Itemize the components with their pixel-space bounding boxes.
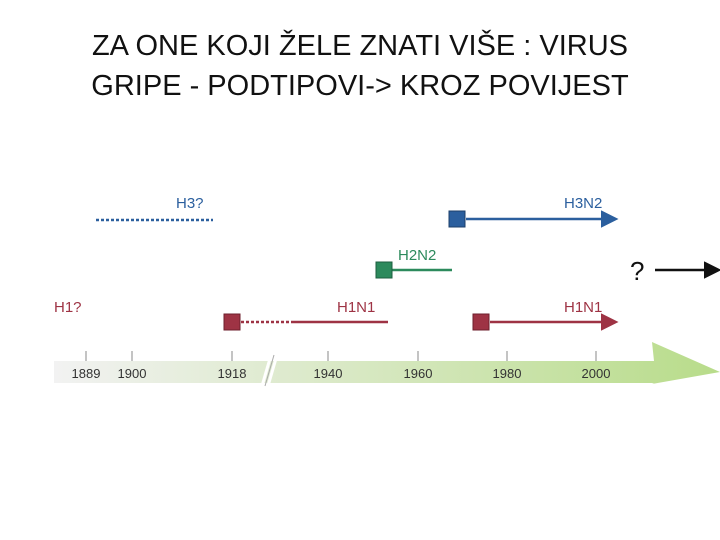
h1n1-second-label: H1N1 <box>564 299 602 316</box>
title-line-2: GRIPE - PODTIPOVI-> KROZ POVIJEST <box>91 70 629 102</box>
axis-break-mark <box>264 354 275 387</box>
title-line-1: ZA ONE KOJI ŽELE ZNATI VIŠE : VIRUS <box>91 30 629 62</box>
timeline-ticks <box>85 351 597 361</box>
h3n2-label: H3N2 <box>564 195 602 212</box>
year-label-1889: 1889 <box>72 366 101 381</box>
h2n2-marker <box>375 261 393 279</box>
year-label-1918: 1918 <box>218 366 247 381</box>
year-label-1940: 1940 <box>314 366 343 381</box>
h1n1-first-label: H1N1 <box>337 299 375 316</box>
timeline-bar <box>54 342 720 384</box>
axis-break-mark <box>260 354 273 387</box>
year-label-1980: 1980 <box>493 366 522 381</box>
future-question-mark: ? <box>630 256 644 286</box>
year-label-1960: 1960 <box>404 366 433 381</box>
page-title: ZA ONE KOJI ŽELE ZNATI VIŠE : VIRUS GRIP… <box>0 26 720 106</box>
axis-break-mark <box>266 354 279 387</box>
h1n1-first-marker <box>223 313 241 331</box>
h2n2-label: H2N2 <box>398 247 436 264</box>
year-label-1900: 1900 <box>118 366 147 381</box>
h1-unknown-label: H1? <box>54 299 82 316</box>
h1n1-second-marker <box>472 313 490 331</box>
h3n2-marker <box>448 210 466 228</box>
h3-unknown-label: H3? <box>176 195 204 212</box>
year-label-2000: 2000 <box>582 366 611 381</box>
